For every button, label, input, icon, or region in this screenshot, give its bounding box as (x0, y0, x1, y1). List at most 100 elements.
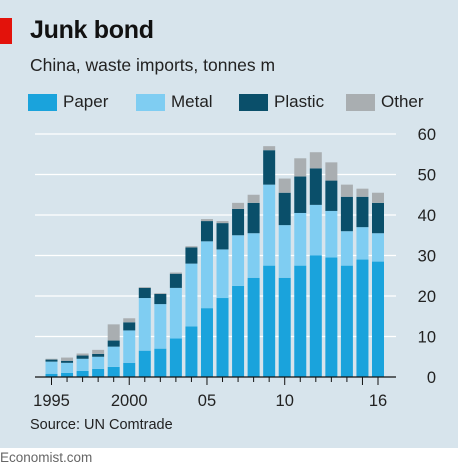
bar-metal (340, 231, 353, 266)
bar-paper (61, 372, 74, 377)
legend-item-plastic: Plastic (239, 92, 324, 112)
bar-other (294, 158, 307, 177)
bar-metal (232, 235, 245, 286)
bar-paper (372, 261, 384, 377)
bar-other (232, 202, 245, 209)
x-tick-label: 2000 (111, 392, 148, 410)
bar-paper (138, 350, 151, 377)
bar-metal (92, 356, 105, 369)
bar-plastic (185, 247, 198, 264)
bar-other (356, 188, 369, 197)
bar-metal (372, 233, 384, 262)
legend-swatch-plastic (239, 93, 268, 111)
legend-label-paper: Paper (63, 92, 109, 111)
bar-paper (169, 338, 182, 377)
bar-paper (278, 277, 291, 377)
bar-plastic (325, 180, 338, 211)
stacked-bar-chart: 0 10 20 30 40 50 60 1995 2000 05 10 16 (33, 126, 436, 410)
bar-other (372, 192, 384, 203)
bar-paper (294, 265, 307, 377)
bar-metal (200, 241, 213, 309)
bar-metal (356, 227, 369, 260)
bar-paper (185, 326, 198, 377)
bar-plastic (138, 287, 151, 299)
bar-plastic (372, 202, 384, 234)
bar-plastic (216, 223, 229, 250)
bar-other (263, 146, 276, 151)
bar-plastic (340, 196, 353, 232)
bar-other (200, 219, 213, 222)
bar-metal (325, 210, 338, 258)
bar-metal (294, 212, 307, 266)
legend-label-plastic: Plastic (274, 92, 325, 111)
source-note: Source: UN Comtrade (30, 417, 173, 433)
bar-metal (138, 298, 151, 351)
bar-metal (169, 287, 182, 339)
bar-plastic (169, 273, 182, 288)
bar-plastic (263, 150, 276, 185)
legend-item-metal: Metal (136, 92, 213, 112)
bar-plastic (76, 355, 89, 359)
bar-other (169, 272, 182, 274)
legend-item-paper: Paper (28, 92, 108, 112)
y-tick-label: 40 (418, 207, 436, 225)
bar-paper (45, 373, 58, 377)
bar-paper (309, 255, 322, 377)
bar-metal (216, 249, 229, 299)
x-tick-label: 16 (369, 392, 387, 410)
bar-paper (123, 362, 136, 377)
bar-other (340, 184, 353, 197)
chart-subtitle: China, waste imports, tonnes m (30, 55, 276, 75)
legend-item-other: Other (346, 92, 424, 112)
bar-plastic (200, 221, 213, 242)
bar-other (76, 353, 89, 356)
red-tag-logo (0, 18, 12, 44)
legend-swatch-paper (28, 93, 57, 111)
bar-paper (216, 298, 229, 377)
bar-plastic (294, 176, 307, 213)
bar-metal (61, 362, 74, 373)
y-tick-label: 30 (418, 248, 436, 266)
bar-other (45, 358, 58, 360)
bar-plastic (247, 202, 260, 234)
y-tick-label: 50 (418, 167, 436, 185)
bar-paper (263, 265, 276, 377)
bar-paper (340, 265, 353, 377)
y-tick-label: 20 (418, 288, 436, 306)
bar-plastic (107, 340, 120, 347)
bar-plastic (123, 322, 136, 331)
bar-plastic (61, 360, 74, 363)
bar-paper (76, 370, 89, 377)
bar-plastic (309, 168, 322, 205)
bar-other (92, 349, 105, 354)
bar-other (107, 324, 120, 341)
bar-plastic (356, 196, 369, 228)
y-tick-label: 0 (427, 369, 436, 387)
bar-paper (107, 366, 120, 377)
bar-plastic (92, 353, 105, 357)
x-tick-label: 1995 (33, 392, 70, 410)
bar-metal (247, 233, 260, 278)
bar-other (61, 357, 74, 361)
bar-paper (200, 308, 213, 377)
bar-paper (154, 348, 167, 377)
bar-plastic (232, 208, 245, 236)
bar-paper (325, 257, 338, 377)
bar-other (247, 194, 260, 203)
bar-other (123, 318, 136, 323)
bar-metal (263, 184, 276, 266)
legend-label-other: Other (381, 92, 424, 111)
bar-metal (45, 361, 58, 374)
bar-other (154, 293, 167, 294)
bar-other (138, 287, 151, 288)
bar-other (216, 221, 229, 224)
bar-paper (247, 277, 260, 377)
bar-other (309, 152, 322, 169)
bar-plastic (45, 359, 58, 362)
legend-label-metal: Metal (171, 92, 213, 111)
bar-metal (154, 304, 167, 349)
brand-credit: Economist.com (0, 450, 93, 465)
bar-metal (76, 358, 89, 371)
bar-other (185, 246, 198, 248)
legend-swatch-other (346, 93, 375, 111)
